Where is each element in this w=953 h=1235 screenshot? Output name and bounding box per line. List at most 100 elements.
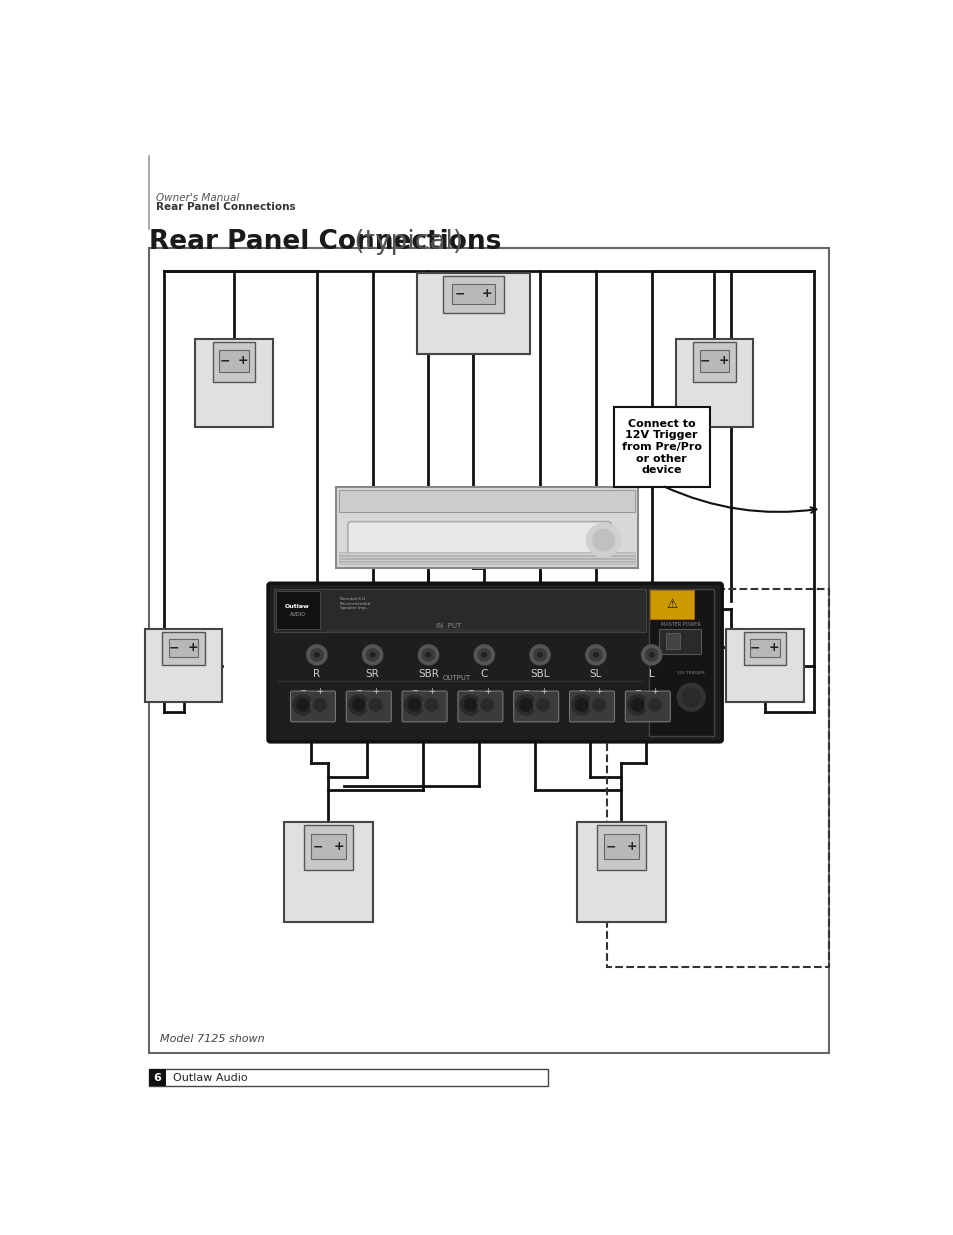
Text: +: + [188, 641, 198, 655]
Text: SL: SL [589, 669, 601, 679]
Circle shape [589, 648, 601, 661]
FancyBboxPatch shape [624, 692, 670, 721]
Text: Rear Panel Connections: Rear Panel Connections [156, 203, 295, 212]
Text: OUTPUT: OUTPUT [442, 674, 470, 680]
Text: +: + [651, 687, 658, 695]
Circle shape [537, 652, 542, 657]
Text: −: − [749, 641, 760, 655]
Text: C: C [480, 669, 487, 679]
Circle shape [530, 645, 550, 664]
Circle shape [307, 645, 327, 664]
Text: 6: 6 [153, 1072, 161, 1083]
FancyBboxPatch shape [149, 248, 828, 1053]
FancyBboxPatch shape [339, 552, 635, 555]
Circle shape [293, 695, 313, 715]
FancyBboxPatch shape [149, 1070, 547, 1086]
Circle shape [353, 699, 365, 711]
Circle shape [481, 652, 486, 657]
Circle shape [586, 524, 620, 557]
FancyBboxPatch shape [613, 406, 709, 487]
Circle shape [592, 699, 604, 711]
Text: +: + [768, 641, 779, 655]
FancyBboxPatch shape [304, 825, 353, 871]
FancyBboxPatch shape [169, 638, 198, 657]
Text: Outlaw Audio: Outlaw Audio [173, 1072, 248, 1083]
FancyBboxPatch shape [452, 284, 495, 304]
Circle shape [649, 652, 654, 657]
FancyBboxPatch shape [274, 589, 645, 632]
Text: −: − [454, 288, 465, 300]
Circle shape [464, 699, 476, 711]
Text: +: + [428, 687, 435, 695]
FancyBboxPatch shape [442, 277, 504, 312]
Text: IN  PUT: IN PUT [436, 622, 460, 629]
Circle shape [425, 699, 437, 711]
FancyBboxPatch shape [569, 692, 614, 721]
Circle shape [585, 645, 605, 664]
Text: Nominal 8 Ω
Recommended
Speaker Imp...: Nominal 8 Ω Recommended Speaker Imp... [340, 597, 371, 610]
Circle shape [588, 695, 608, 715]
Circle shape [537, 699, 549, 711]
Text: +: + [334, 840, 344, 853]
Text: −: − [169, 641, 179, 655]
FancyBboxPatch shape [416, 273, 529, 354]
FancyBboxPatch shape [339, 556, 635, 558]
FancyBboxPatch shape [742, 632, 785, 666]
Text: +: + [539, 687, 546, 695]
Circle shape [534, 648, 546, 661]
FancyBboxPatch shape [749, 638, 779, 657]
Text: −: − [605, 840, 616, 853]
FancyBboxPatch shape [402, 692, 447, 721]
Circle shape [476, 695, 497, 715]
Text: L: L [648, 669, 654, 679]
FancyBboxPatch shape [649, 590, 694, 619]
FancyBboxPatch shape [665, 634, 679, 648]
Circle shape [314, 652, 319, 657]
Circle shape [370, 652, 375, 657]
Text: Outlaw: Outlaw [285, 604, 310, 609]
FancyBboxPatch shape [268, 583, 721, 742]
Circle shape [575, 699, 587, 711]
FancyBboxPatch shape [195, 338, 273, 427]
Text: −: − [700, 354, 710, 368]
FancyBboxPatch shape [335, 487, 638, 568]
Text: −: − [313, 840, 323, 853]
Text: +: + [595, 687, 601, 695]
Circle shape [645, 648, 658, 661]
Circle shape [422, 648, 435, 661]
Circle shape [592, 530, 614, 551]
Circle shape [480, 699, 493, 711]
Text: −: − [411, 687, 417, 695]
Circle shape [681, 688, 700, 706]
Circle shape [310, 695, 330, 715]
Text: −: − [578, 687, 585, 695]
FancyBboxPatch shape [149, 1070, 166, 1086]
Circle shape [631, 699, 643, 711]
Text: ⚠: ⚠ [665, 598, 677, 611]
Text: R: R [313, 669, 320, 679]
FancyBboxPatch shape [339, 490, 635, 511]
Circle shape [421, 695, 441, 715]
Text: −: − [219, 354, 230, 368]
Circle shape [348, 695, 369, 715]
FancyBboxPatch shape [693, 342, 735, 382]
Circle shape [593, 652, 598, 657]
FancyBboxPatch shape [219, 350, 249, 372]
FancyBboxPatch shape [659, 630, 700, 655]
FancyBboxPatch shape [213, 342, 255, 382]
Circle shape [365, 695, 385, 715]
Text: −: − [466, 687, 474, 695]
Text: Rear Panel Connections: Rear Panel Connections [149, 228, 500, 256]
Text: MASTER POWER: MASTER POWER [660, 621, 700, 626]
Circle shape [644, 695, 664, 715]
Circle shape [369, 699, 381, 711]
Text: Connect to
12V Trigger
from Pre/Pro
or other
device: Connect to 12V Trigger from Pre/Pro or o… [621, 419, 701, 475]
Circle shape [474, 645, 494, 664]
FancyBboxPatch shape [339, 562, 635, 564]
FancyBboxPatch shape [339, 558, 635, 561]
Text: SBR: SBR [417, 669, 438, 679]
Text: +: + [483, 687, 490, 695]
Text: −: − [299, 687, 306, 695]
Text: −: − [355, 687, 362, 695]
FancyBboxPatch shape [346, 692, 391, 721]
